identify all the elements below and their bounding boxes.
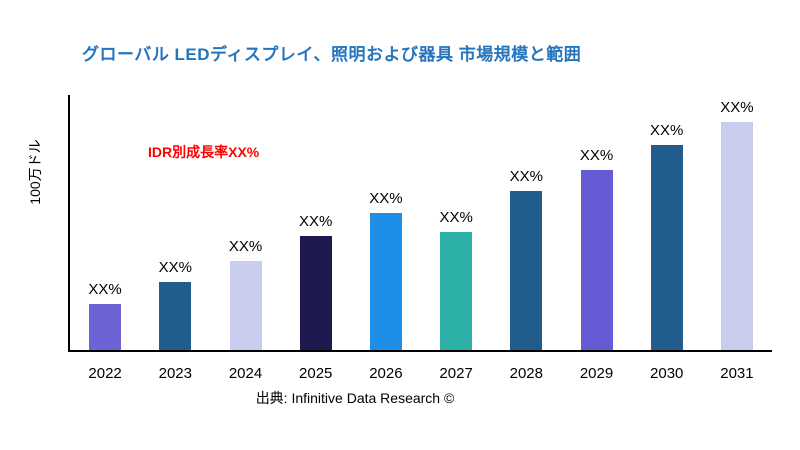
bar-slot: XX% 2031 <box>702 95 772 382</box>
bar <box>510 190 543 350</box>
plot-area: XX% 2022 XX% 2023 XX% 2024 XX% 2025 XX% 2026 XX% 20… <box>68 95 772 382</box>
y-axis-label: 100万ドル <box>27 139 43 205</box>
bar-slot: XX% 2027 <box>421 95 491 382</box>
bar <box>159 281 192 350</box>
bar-slot: XX% 2029 <box>561 95 631 382</box>
chart-title: グローバル LEDディスプレイ、照明および器具 市場規模と範囲 <box>82 45 582 64</box>
bar-value-label: XX% <box>299 213 333 231</box>
bar <box>369 213 402 350</box>
x-tick-label: 2022 <box>88 365 122 382</box>
x-tick-label: 2026 <box>369 365 403 382</box>
bar-value-label: XX% <box>228 238 263 256</box>
x-tick-label: 2023 <box>158 365 192 382</box>
bar-value-label: XX% <box>88 281 122 299</box>
bar-value-label: XX% <box>439 208 473 226</box>
bar-slot: XX% 2030 <box>632 95 702 382</box>
bar-value-label: XX% <box>158 258 192 276</box>
bar <box>229 261 262 350</box>
x-tick-label: 2025 <box>299 365 333 382</box>
bar-slot: XX% 2023 <box>140 95 210 382</box>
x-tick-label: 2024 <box>228 365 263 382</box>
bar-value-label: XX% <box>509 167 543 185</box>
plot-area-inner: XX% 2022 XX% 2023 XX% 2024 XX% 2025 XX% 2026 XX% 20… <box>70 95 772 382</box>
bar <box>299 236 332 350</box>
bar-value-label: XX% <box>579 147 614 165</box>
x-tick-label: 2027 <box>439 365 473 382</box>
bar-slot: XX% 2025 <box>281 95 351 382</box>
bar-value-label: XX% <box>720 99 754 117</box>
x-tick-label: 2030 <box>650 365 684 382</box>
bar <box>440 231 473 350</box>
bar-slot: XX% 2026 <box>351 95 421 382</box>
x-tick-label: 2031 <box>720 365 754 382</box>
bar <box>720 122 753 350</box>
x-tick-label: 2028 <box>509 365 543 382</box>
bar-value-label: XX% <box>369 190 403 208</box>
bar-slot: XX% 2028 <box>491 95 561 382</box>
growth-rate-annotation: IDR別成長率XX% <box>148 144 260 160</box>
bar-value-label: XX% <box>650 122 684 140</box>
bar-slot: XX% 2022 <box>70 95 140 382</box>
source-text: 出典: Infinitive Data Research © <box>255 390 455 406</box>
bar <box>580 170 613 350</box>
bar <box>89 304 122 350</box>
x-tick-label: 2029 <box>579 365 614 382</box>
bar-slot: XX% 2024 <box>210 95 280 382</box>
bar <box>650 145 683 350</box>
